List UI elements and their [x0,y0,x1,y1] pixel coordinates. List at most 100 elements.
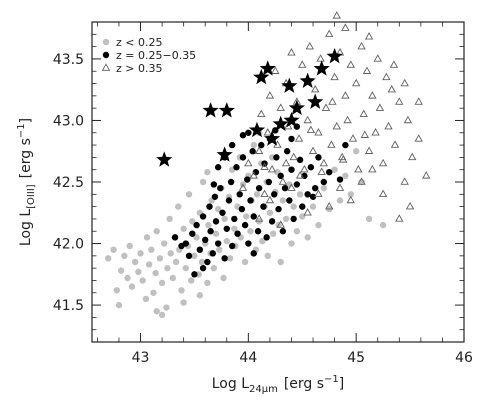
data-point-s0-1 [110,246,117,253]
data-point-s2-67 [314,189,323,198]
data-point-s0-13 [142,295,150,303]
data-point-s2-9 [276,103,285,111]
data-point-s3-7 [263,130,281,146]
data-point-s1-25 [233,164,240,171]
data-point-s0-37 [188,277,195,284]
y-axis-label-unit: [erg s [18,138,34,178]
data-point-s2-62 [254,214,264,222]
data-point-s2-70 [346,195,355,204]
data-point-s0-16 [148,246,155,253]
data-point-s1-28 [238,205,246,213]
data-point-s0-3 [115,301,123,309]
data-point-s1-62 [312,184,319,192]
data-point-s2-24 [316,54,325,62]
data-point-s2-18 [300,164,309,173]
data-point-s0-44 [199,178,207,186]
data-point-s1-77 [239,132,247,139]
data-point-s1-29 [239,154,247,161]
y-tick-label: 43.0 [53,113,84,129]
data-point-s0-80 [264,252,271,260]
data-point-s0-23 [163,304,170,311]
data-point-s2-7 [271,66,280,74]
data-point-s2-63 [265,195,275,204]
data-point-s1-3 [185,252,193,260]
data-point-s1-67 [342,141,349,149]
data-point-s1-35 [250,213,257,220]
data-point-s2-74 [244,158,253,167]
data-point-s2-69 [335,183,345,191]
data-point-s1-74 [210,181,218,188]
data-point-s2-72 [368,164,377,173]
data-point-s2-58 [405,201,415,210]
data-point-s0-68 [242,213,250,220]
data-point-s1-21 [225,197,233,204]
data-point-s2-6 [267,164,277,173]
y-axis-label-unit-sup: −1 [16,123,27,138]
data-point-s0-50 [210,264,218,272]
data-point-s1-42 [263,234,270,241]
data-point-s1-14 [211,193,219,200]
data-point-s3-2 [218,102,235,118]
data-point-s1-76 [250,250,257,257]
data-point-s2-71 [357,177,366,185]
data-point-s1-11 [206,203,213,210]
data-point-s2-17 [298,60,307,68]
data-point-s2-3 [260,189,269,198]
data-point-s1-56 [293,181,301,188]
data-point-s0-83 [269,230,277,237]
data-point-s1-8 [199,213,207,220]
data-point-s2-2 [257,109,266,118]
data-point-s1-52 [283,148,291,155]
data-point-s0-56 [221,215,228,223]
data-point-s1-66 [336,176,344,183]
data-point-s0-72 [250,141,257,149]
x-axis-label-unit-sup: −1 [324,374,339,385]
data-point-s0-2 [113,287,121,294]
data-point-s2-20 [305,41,314,50]
y-tick-label: 42.0 [53,237,84,253]
data-point-s1-68 [214,164,222,171]
x-axis-label-unit: [erg s [284,376,324,392]
x-tick-label: 43 [132,350,150,366]
x-axis-label: Log L24μm [erg s−1] [212,374,345,395]
data-point-s2-59 [395,214,404,222]
data-point-s0-98 [315,221,322,229]
data-point-s2-1 [254,146,264,154]
series-1 [171,123,349,278]
data-point-s0-26 [167,250,174,257]
data-point-s2-19 [303,115,312,124]
data-point-s0-111 [204,168,211,176]
data-point-s1-47 [273,154,280,161]
data-point-s2-16 [294,134,304,142]
data-point-s0-43 [198,258,206,266]
data-point-s1-58 [299,203,306,210]
data-point-s2-43 [368,91,377,99]
data-point-s1-2 [182,240,190,247]
data-point-s1-13 [209,250,216,257]
data-point-s1-37 [254,228,262,235]
data-point-s2-57 [422,171,431,179]
data-point-s1-12 [207,228,214,235]
data-point-s2-77 [317,167,326,175]
data-point-s1-57 [296,156,304,164]
data-point-s1-69 [228,141,236,149]
data-point-s0-40 [193,234,200,241]
x-axis-label-unit-end: ] [339,376,344,392]
data-point-s2-53 [400,177,409,185]
data-point-s1-15 [212,218,220,225]
data-point-s0-52 [214,205,222,213]
data-point-s1-75 [309,193,317,200]
y-axis-label-unit-end: ] [18,118,34,123]
data-point-s2-14 [289,152,298,161]
series-2 [238,11,431,228]
data-point-s0-17 [150,289,157,296]
data-point-s0-112 [196,292,204,299]
data-point-s1-70 [245,129,252,136]
data-point-s1-33 [247,197,254,204]
data-point-s2-46 [375,103,385,111]
legend-label-2: z > 0.35 [116,62,162,75]
data-point-s3-15 [283,111,300,128]
data-point-s0-55 [220,274,227,282]
data-point-s0-46 [204,279,211,287]
data-point-s0-96 [304,234,311,241]
